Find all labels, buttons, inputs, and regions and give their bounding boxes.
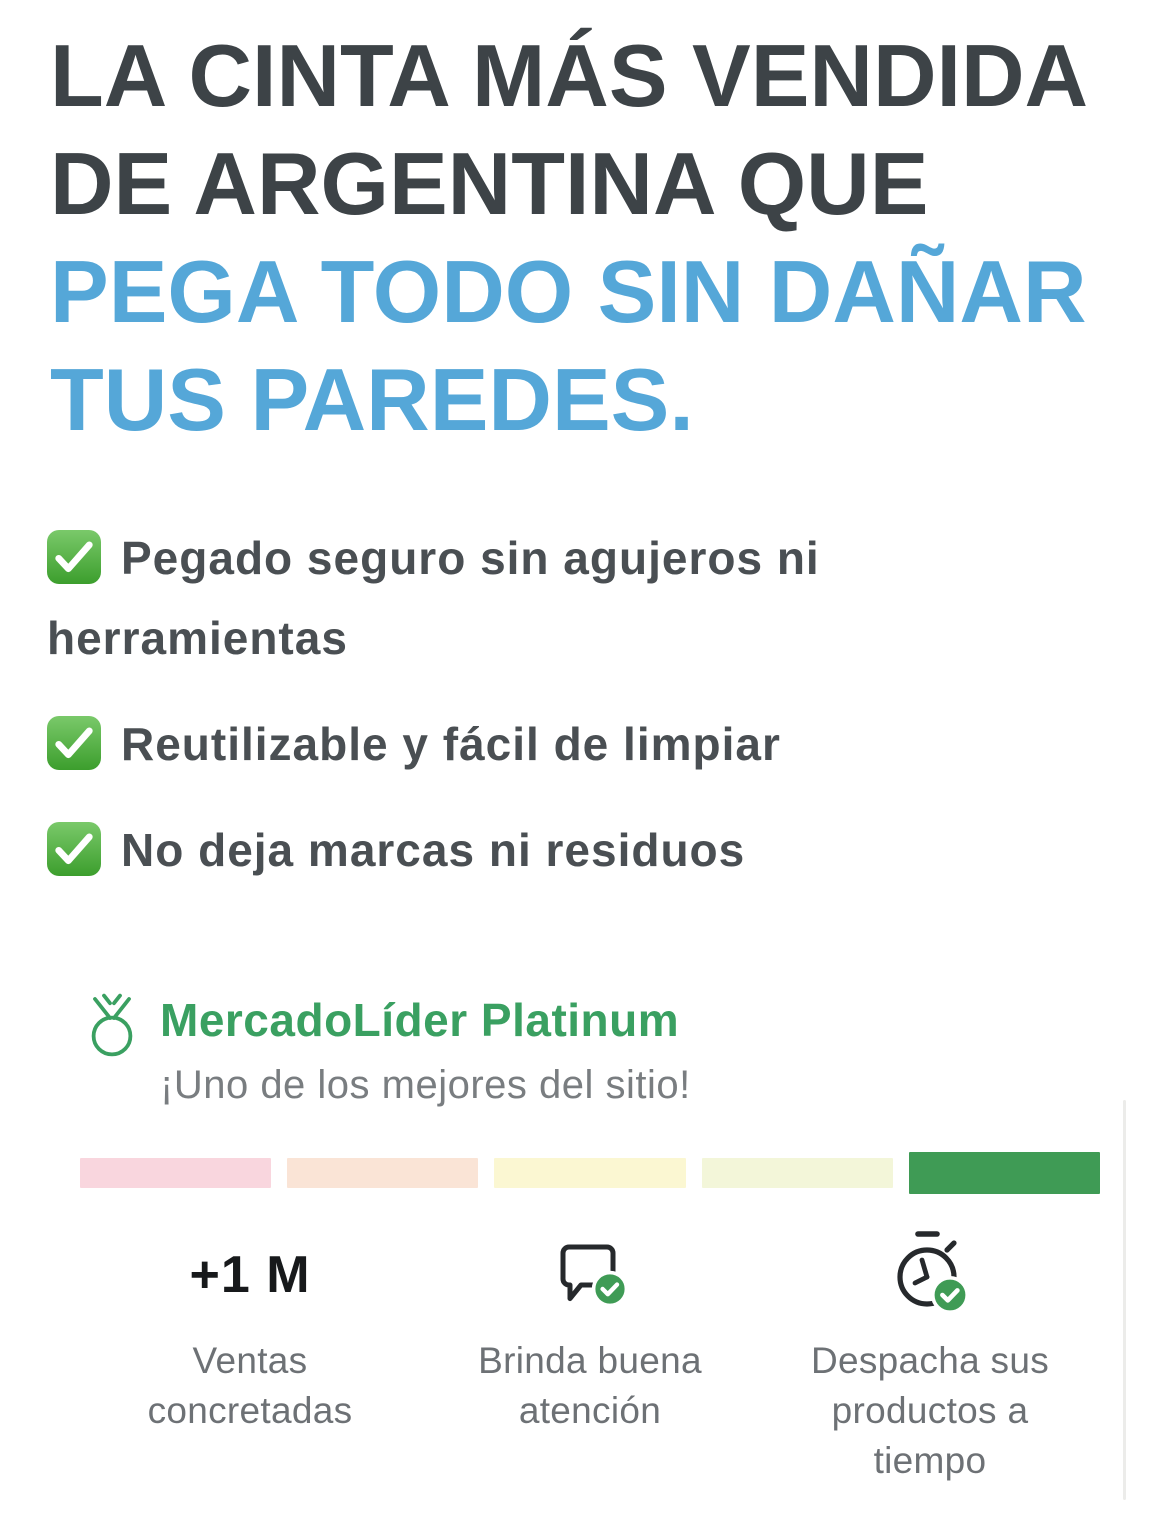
- stopwatch-check-icon: [884, 1227, 976, 1323]
- stat-label: Despacha sus productos a tiempo: [810, 1340, 1050, 1481]
- stat-attention-figure: [420, 1230, 760, 1320]
- hero-headline: LA CINTA MÁS VENDIDA DE ARGENTINA QUE PE…: [0, 0, 1170, 454]
- headline-line-1: LA CINTA MÁS VENDIDA: [50, 26, 1089, 125]
- mercadolider-badge: MercadoLíder Platinum ¡Uno de los mejore…: [80, 990, 1100, 1110]
- reputation-segment-1: [80, 1158, 272, 1188]
- stat-sales: +1 M Ventas concretadas: [80, 1230, 420, 1486]
- scrollbar-track[interactable]: [1123, 1100, 1126, 1500]
- list-item: Reutilizable y fácil de limpiar: [47, 704, 1130, 784]
- stat-shipping: Despacha sus productos a tiempo: [760, 1230, 1100, 1486]
- stat-attention: Brinda buena atención: [420, 1230, 760, 1486]
- feature-bullet-list: Pegado seguro sin agujeros ni herramient…: [0, 518, 1170, 890]
- badge-texts: MercadoLíder Platinum ¡Uno de los mejore…: [160, 990, 691, 1110]
- reputation-segment-4: [701, 1158, 893, 1188]
- seller-reputation-card: MercadoLíder Platinum ¡Uno de los mejore…: [0, 990, 1170, 1486]
- list-item: No deja marcas ni residuos: [47, 810, 1130, 890]
- sales-count: +1 M: [189, 1246, 311, 1304]
- check-mark-emoji-icon: [47, 530, 101, 584]
- check-mark-emoji-icon: [47, 822, 101, 876]
- list-item: Pegado seguro sin agujeros ni herramient…: [47, 518, 1130, 678]
- headline-line-2: DE ARGENTINA QUE: [50, 134, 929, 233]
- headline-line-4: TUS PAREDES.: [50, 350, 694, 449]
- badge-subtitle: ¡Uno de los mejores del sitio!: [160, 1063, 691, 1107]
- chat-bubble-check-icon: [547, 1232, 633, 1318]
- reputation-segment-3: [494, 1158, 686, 1188]
- stat-sales-figure: +1 M: [80, 1230, 420, 1320]
- reputation-thermometer: [80, 1152, 1101, 1194]
- stat-label: Ventas concretadas: [147, 1340, 353, 1431]
- badge-title: MercadoLíder Platinum: [160, 994, 680, 1046]
- headline-dark-part: LA CINTA MÁS VENDIDA DE ARGENTINA QUE: [50, 22, 1130, 238]
- bullet-text: Reutilizable y fácil de limpiar: [121, 718, 781, 770]
- stat-label: Brinda buena atención: [478, 1340, 702, 1431]
- bullet-text: Pegado seguro sin agujeros ni herramient…: [47, 532, 820, 664]
- reputation-segment-5-active: [908, 1152, 1101, 1194]
- stat-shipping-figure: [760, 1230, 1100, 1320]
- bullet-text: No deja marcas ni residuos: [121, 824, 746, 876]
- seller-stats-row: +1 M Ventas concretadas Brinda buena ate…: [80, 1230, 1100, 1486]
- reputation-segment-2: [287, 1158, 479, 1188]
- medal-icon: [80, 992, 144, 1058]
- check-mark-emoji-icon: [47, 716, 101, 770]
- headline-line-3: PEGA TODO SIN DAÑAR: [50, 242, 1087, 341]
- headline-blue-part: PEGA TODO SIN DAÑAR TUS PAREDES.: [50, 238, 1130, 454]
